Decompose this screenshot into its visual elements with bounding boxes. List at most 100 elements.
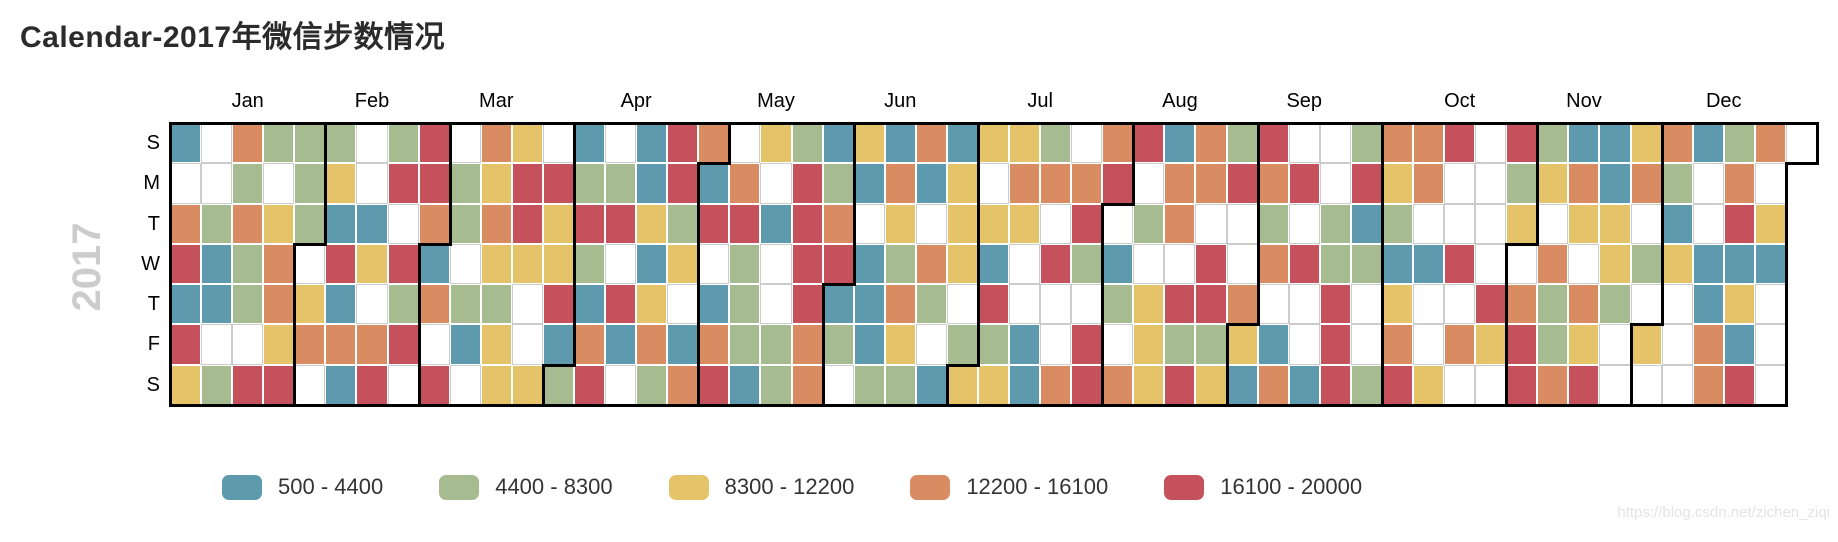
- calendar-day-cell[interactable]: [1506, 284, 1537, 324]
- calendar-day-cell[interactable]: [1258, 204, 1289, 244]
- calendar-day-cell[interactable]: [1724, 244, 1755, 284]
- calendar-day-cell[interactable]: [1258, 324, 1289, 365]
- calendar-day-cell[interactable]: [1662, 284, 1693, 324]
- calendar-day-cell[interactable]: [263, 244, 294, 284]
- calendar-day-cell[interactable]: [1599, 204, 1631, 244]
- calendar-day-cell[interactable]: [325, 163, 356, 204]
- calendar-day-cell[interactable]: [1413, 324, 1444, 365]
- calendar-day-cell[interactable]: [1755, 163, 1786, 204]
- calendar-day-cell[interactable]: [1164, 204, 1195, 244]
- calendar-day-cell[interactable]: [854, 163, 885, 204]
- calendar-day-cell[interactable]: [667, 123, 698, 163]
- calendar-day-cell[interactable]: [450, 123, 481, 163]
- legend-item[interactable]: 16100 - 20000: [1164, 474, 1362, 500]
- calendar-day-cell[interactable]: [1444, 365, 1475, 405]
- calendar-day-cell[interactable]: [1662, 204, 1693, 244]
- calendar-day-cell[interactable]: [512, 365, 543, 405]
- calendar-day-cell[interactable]: [1475, 284, 1506, 324]
- calendar-day-cell[interactable]: [698, 244, 729, 284]
- calendar-day-cell[interactable]: [885, 244, 916, 284]
- calendar-day-cell[interactable]: [1164, 324, 1195, 365]
- calendar-day-cell[interactable]: [1506, 244, 1537, 284]
- calendar-day-cell[interactable]: [263, 365, 294, 405]
- calendar-day-cell[interactable]: [854, 284, 885, 324]
- calendar-day-cell[interactable]: [1227, 324, 1258, 365]
- calendar-day-cell[interactable]: [1444, 244, 1475, 284]
- calendar-day-cell[interactable]: [1351, 365, 1382, 405]
- calendar-day-cell[interactable]: [885, 324, 916, 365]
- calendar-day-cell[interactable]: [947, 324, 978, 365]
- calendar-day-cell[interactable]: [1195, 244, 1227, 284]
- calendar-day-cell[interactable]: [1755, 324, 1786, 365]
- calendar-day-cell[interactable]: [1320, 244, 1351, 284]
- calendar-day-cell[interactable]: [512, 123, 543, 163]
- calendar-day-cell[interactable]: [481, 284, 512, 324]
- calendar-day-cell[interactable]: [543, 163, 574, 204]
- calendar-day-cell[interactable]: [1258, 365, 1289, 405]
- calendar-day-cell[interactable]: [1195, 204, 1227, 244]
- calendar-day-cell[interactable]: [978, 204, 1009, 244]
- calendar-day-cell[interactable]: [294, 244, 325, 284]
- calendar-day-cell[interactable]: [1537, 163, 1568, 204]
- calendar-day-cell[interactable]: [325, 284, 356, 324]
- calendar-day-cell[interactable]: [792, 163, 823, 204]
- calendar-day-cell[interactable]: [636, 204, 667, 244]
- calendar-day-cell[interactable]: [294, 123, 325, 163]
- calendar-day-cell[interactable]: [1320, 163, 1351, 204]
- calendar-day-cell[interactable]: [170, 123, 201, 163]
- calendar-day-cell[interactable]: [729, 123, 760, 163]
- calendar-day-cell[interactable]: [1568, 244, 1599, 284]
- calendar-day-cell[interactable]: [1413, 365, 1444, 405]
- calendar-day-cell[interactable]: [1599, 324, 1631, 365]
- calendar-day-cell[interactable]: [1320, 204, 1351, 244]
- calendar-day-cell[interactable]: [450, 244, 481, 284]
- calendar-day-cell[interactable]: [388, 204, 419, 244]
- calendar-day-cell[interactable]: [325, 324, 356, 365]
- calendar-day-cell[interactable]: [1475, 365, 1506, 405]
- calendar-day-cell[interactable]: [1382, 204, 1413, 244]
- calendar-day-cell[interactable]: [1444, 324, 1475, 365]
- calendar-day-cell[interactable]: [1599, 163, 1631, 204]
- calendar-day-cell[interactable]: [1289, 163, 1320, 204]
- calendar-day-cell[interactable]: [1009, 324, 1040, 365]
- calendar-day-cell[interactable]: [574, 324, 605, 365]
- calendar-day-cell[interactable]: [450, 365, 481, 405]
- calendar-day-cell[interactable]: [1599, 365, 1631, 405]
- calendar-day-cell[interactable]: [356, 365, 388, 405]
- calendar-day-cell[interactable]: [885, 284, 916, 324]
- legend-item[interactable]: 12200 - 16100: [910, 474, 1108, 500]
- calendar-day-cell[interactable]: [1195, 365, 1227, 405]
- calendar-day-cell[interactable]: [1568, 324, 1599, 365]
- calendar-day-cell[interactable]: [1133, 244, 1164, 284]
- calendar-day-cell[interactable]: [854, 204, 885, 244]
- legend-item[interactable]: 8300 - 12200: [668, 474, 854, 500]
- calendar-day-cell[interactable]: [823, 324, 854, 365]
- calendar-day-cell[interactable]: [978, 365, 1009, 405]
- calendar-day-cell[interactable]: [854, 324, 885, 365]
- calendar-day-cell[interactable]: [605, 324, 636, 365]
- calendar-day-cell[interactable]: [1133, 365, 1164, 405]
- calendar-day-cell[interactable]: [419, 244, 450, 284]
- calendar-day-cell[interactable]: [512, 284, 543, 324]
- calendar-day-cell[interactable]: [636, 365, 667, 405]
- calendar-day-cell[interactable]: [1599, 284, 1631, 324]
- calendar-day-cell[interactable]: [543, 365, 574, 405]
- calendar-day-cell[interactable]: [1071, 204, 1102, 244]
- calendar-day-cell[interactable]: [1289, 365, 1320, 405]
- calendar-day-cell[interactable]: [916, 204, 947, 244]
- calendar-day-cell[interactable]: [1537, 204, 1568, 244]
- calendar-day-cell[interactable]: [1537, 365, 1568, 405]
- calendar-day-cell[interactable]: [978, 284, 1009, 324]
- calendar-day-cell[interactable]: [1568, 204, 1599, 244]
- calendar-day-cell[interactable]: [1413, 123, 1444, 163]
- calendar-day-cell[interactable]: [792, 204, 823, 244]
- calendar-day-cell[interactable]: [1662, 123, 1693, 163]
- calendar-day-cell[interactable]: [1475, 204, 1506, 244]
- calendar-day-cell[interactable]: [636, 123, 667, 163]
- calendar-day-cell[interactable]: [1227, 244, 1258, 284]
- calendar-day-cell[interactable]: [916, 123, 947, 163]
- calendar-day-cell[interactable]: [1133, 123, 1164, 163]
- calendar-day-cell[interactable]: [1351, 324, 1382, 365]
- calendar-day-cell[interactable]: [481, 324, 512, 365]
- calendar-day-cell[interactable]: [1631, 284, 1662, 324]
